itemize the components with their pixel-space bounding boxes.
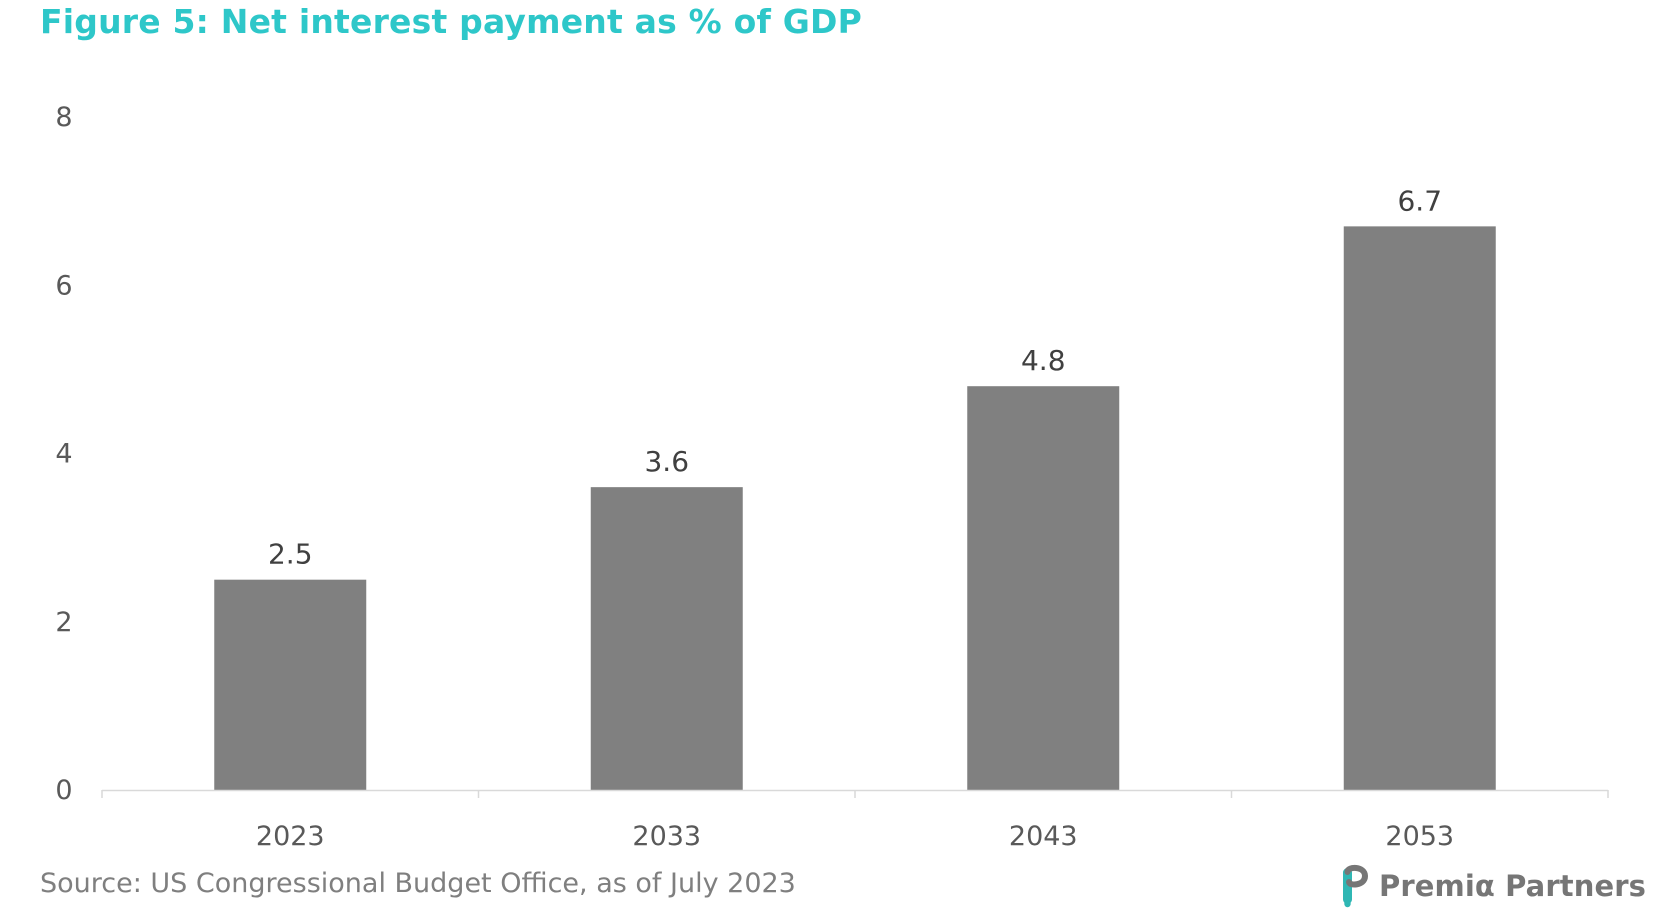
y-axis-tick-labels: 0 2 4 6 8	[55, 102, 72, 806]
bar-chart: 0 2 4 6 8 2.5 3.6 4.8 6.7 2023 2033 2043 2053	[55, 102, 1609, 852]
bar-2043	[967, 386, 1120, 790]
y-tick-label-4: 4	[55, 439, 72, 470]
brand-name: Premiα Partners	[1379, 869, 1646, 903]
data-label-2053: 6.7	[1397, 184, 1442, 217]
bar-2033	[590, 487, 743, 790]
y-tick-label-0: 0	[55, 775, 72, 806]
bar-series	[214, 226, 1496, 791]
x-axis	[101, 789, 1609, 798]
brand-logo: Premiα Partners	[1335, 862, 1646, 910]
data-label-2023: 2.5	[268, 538, 313, 571]
x-tick-label-2053: 2053	[1385, 821, 1454, 852]
y-tick-label-8: 8	[55, 102, 72, 133]
data-label-2043: 4.8	[1021, 344, 1066, 377]
x-axis-tick-labels: 2023 2033 2043 2053	[256, 821, 1454, 852]
y-tick-label-6: 6	[55, 270, 72, 301]
chart-title: Figure 5: Net interest payment as % of G…	[40, 2, 862, 41]
x-tick-label-2043: 2043	[1009, 821, 1078, 852]
premia-partners-logo-icon	[1343, 864, 1369, 908]
bar-2023	[214, 579, 367, 790]
x-tick-label-2033: 2033	[632, 821, 701, 852]
bar-data-labels: 2.5 3.6 4.8 6.7	[268, 184, 1442, 570]
source-note: Source: US Congressional Budget Office, …	[40, 868, 796, 899]
x-tick-label-2023: 2023	[256, 821, 325, 852]
y-tick-label-2: 2	[55, 607, 72, 638]
data-label-2033: 3.6	[644, 445, 689, 478]
bar-2053	[1343, 226, 1496, 791]
